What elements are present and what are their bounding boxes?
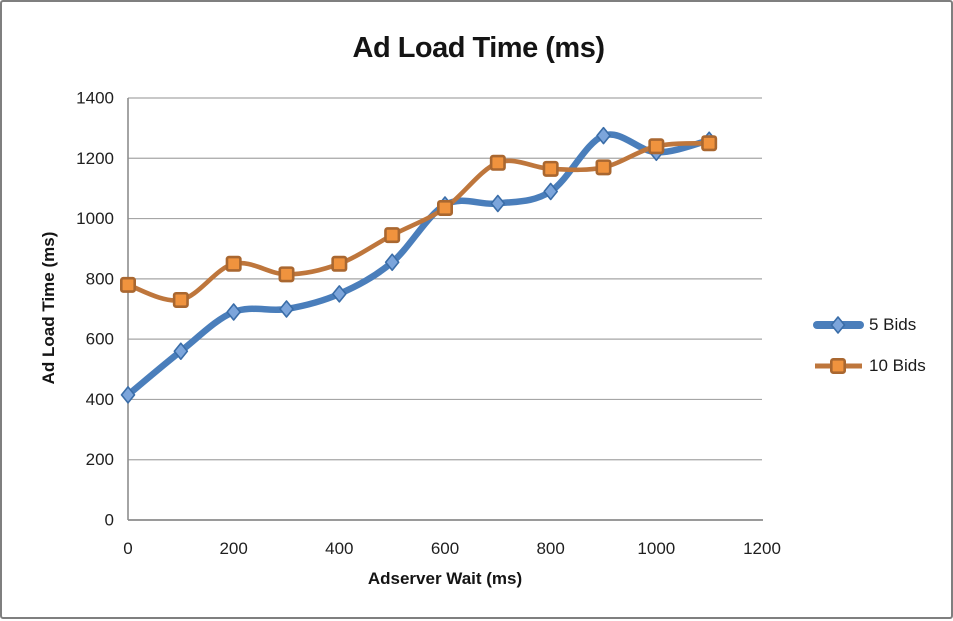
data-point-10-bids-x700 [491,156,504,169]
x-axis-title: Adserver Wait (ms) [368,569,522,589]
data-point-10-bids-x600 [438,201,451,214]
y-tick-label-200: 200 [86,450,114,469]
x-tick-label-0: 0 [123,539,132,558]
data-point-10-bids-x0 [121,278,134,291]
data-point-10-bids-x900 [597,161,610,174]
legend-item-5-bids: 5 Bids [812,312,926,338]
y-tick-label-600: 600 [86,330,114,349]
series-line-10-bids [128,143,709,300]
x-tick-label-400: 400 [325,539,353,558]
series-10-bids [121,137,716,307]
line-diamond-marker-icon [812,314,866,336]
data-point-10-bids-x1100 [702,137,715,150]
data-point-5-bids-x300 [280,301,293,317]
y-tick-label-800: 800 [86,269,114,288]
x-tick-label-1000: 1000 [637,539,675,558]
line-square-marker-icon [812,355,866,377]
data-point-10-bids-x200 [227,257,240,270]
series-5-bids [122,128,716,403]
legend-label-5-bids: 5 Bids [869,315,916,335]
data-point-10-bids-x400 [333,257,346,270]
data-point-5-bids-x700 [491,196,504,212]
legend-item-10-bids: 10 Bids [812,353,926,379]
data-point-10-bids-x300 [280,268,293,281]
data-point-10-bids-x100 [174,293,187,306]
y-axis-title: Ad Load Time (ms) [39,232,59,385]
legend-marker-shape [831,359,844,372]
y-tick-label-1200: 1200 [76,149,114,168]
legend: 5 Bids 10 Bids [812,312,926,394]
data-point-10-bids-x800 [544,162,557,175]
y-tick-label-1000: 1000 [76,209,114,228]
x-tick-label-200: 200 [219,539,247,558]
y-tick-label-0: 0 [105,511,114,530]
y-tick-label-1400: 1400 [76,89,114,108]
series-line-5-bids [128,134,709,394]
x-tick-label-800: 800 [536,539,564,558]
data-point-10-bids-x500 [385,228,398,241]
x-tick-label-1200: 1200 [743,539,781,558]
y-tick-label-400: 400 [86,390,114,409]
data-point-10-bids-x1000 [650,140,663,153]
legend-label-10-bids: 10 Bids [869,356,926,376]
legend-marker-shape [832,317,845,333]
x-tick-label-600: 600 [431,539,459,558]
